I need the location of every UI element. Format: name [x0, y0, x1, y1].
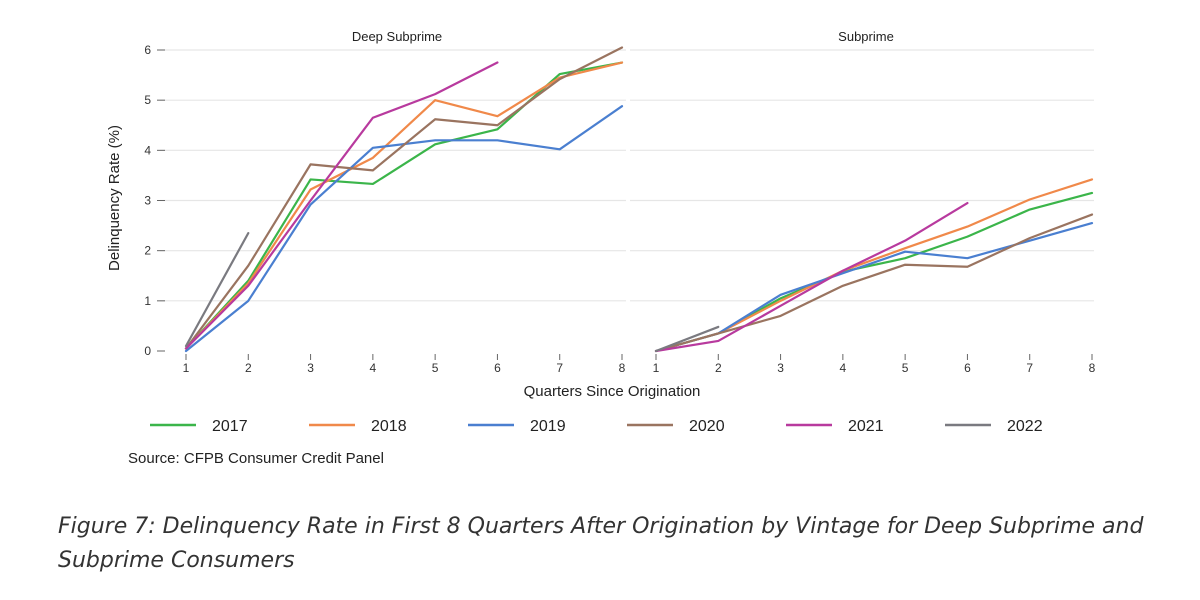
- x-tick-label: 4: [840, 361, 847, 375]
- series-line-2017: [654, 191, 1094, 353]
- x-tick-label: 2: [715, 361, 722, 375]
- x-tick-label: 1: [183, 361, 190, 375]
- series-line-2022: [184, 232, 250, 348]
- y-tick-label: 3: [144, 194, 151, 208]
- panel-1: Subprime 1 2 3 4 5 6 7 8: [630, 29, 1096, 375]
- legend-label-2019: 2019: [530, 418, 566, 435]
- x-tick-label: 8: [1089, 361, 1096, 375]
- legend-label-2020: 2020: [689, 418, 725, 435]
- x-tick-label: 7: [1026, 361, 1033, 375]
- legend-label-2022: 2022: [1007, 418, 1043, 435]
- series-line-2021: [654, 201, 969, 353]
- x-axis-title: Quarters Since Origination: [524, 383, 701, 400]
- panel-title: Deep Subprime: [352, 29, 442, 44]
- x-tick-label: 6: [964, 361, 971, 375]
- x-tick-label: 8: [619, 361, 626, 375]
- y-tick-label: 5: [144, 93, 151, 107]
- y-tick-label: 2: [144, 244, 151, 258]
- series-line-2020: [184, 46, 624, 350]
- x-tick-label: 3: [777, 361, 784, 375]
- x-tick-label: 7: [556, 361, 563, 375]
- y-tick-label: 0: [144, 344, 151, 358]
- legend: 2017 2018 2019 2020 2021 2022: [150, 418, 1043, 435]
- x-tick-label: 1: [653, 361, 660, 375]
- y-tick-label: 6: [144, 43, 151, 57]
- legend-label-2017: 2017: [212, 418, 248, 435]
- series-line-2022: [654, 325, 720, 353]
- x-tick-label: 2: [245, 361, 252, 375]
- panel-0: Deep Subprime 0 1 2 3 4 5 6 1 2 3 4 5 6 7 8: [144, 29, 626, 375]
- series-line-2021: [184, 61, 499, 350]
- legend-label-2021: 2021: [848, 418, 884, 435]
- x-tick-label: 3: [307, 361, 314, 375]
- y-tick-label: 1: [144, 294, 151, 308]
- x-tick-label: 5: [432, 361, 439, 375]
- x-tick-label: 5: [902, 361, 909, 375]
- panel-title: Subprime: [838, 29, 894, 44]
- series-line-2019: [184, 105, 624, 353]
- x-tick-label: 4: [370, 361, 377, 375]
- y-axis-title: Delinquency Rate (%): [106, 125, 123, 271]
- figure-caption: Figure 7: Delinquency Rate in First 8 Qu…: [58, 514, 1144, 573]
- series-line-2018: [184, 61, 624, 350]
- x-tick-label: 6: [494, 361, 501, 375]
- source-note: Source: CFPB Consumer Credit Panel: [128, 450, 384, 467]
- series-line-2020: [654, 213, 1094, 353]
- legend-label-2018: 2018: [371, 418, 407, 435]
- y-tick-label: 4: [144, 143, 151, 157]
